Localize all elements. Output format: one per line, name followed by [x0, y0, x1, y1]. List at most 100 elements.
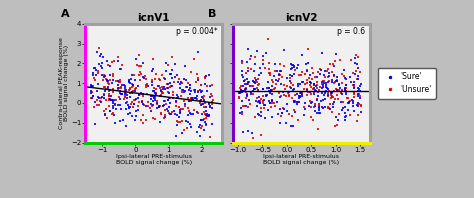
Point	[201, 75, 209, 79]
Point	[307, 92, 315, 95]
Point	[311, 103, 319, 106]
Point	[202, 113, 210, 116]
Point	[286, 73, 294, 76]
Point	[257, 115, 265, 118]
Point	[170, 81, 178, 84]
Point	[242, 71, 249, 74]
Point	[188, 99, 195, 102]
Point	[91, 122, 99, 125]
Point	[335, 82, 343, 86]
Point	[100, 96, 108, 99]
Point	[196, 99, 204, 103]
Point	[264, 87, 271, 90]
Point	[116, 103, 124, 106]
Point	[134, 109, 142, 112]
Point	[168, 110, 176, 113]
Point	[268, 99, 276, 103]
Point	[93, 104, 100, 107]
Point	[324, 75, 332, 78]
Point	[355, 92, 363, 95]
Point	[288, 63, 296, 66]
Point	[99, 79, 107, 82]
Point	[283, 102, 291, 105]
Legend: 'Sure', 'Unsure': 'Sure', 'Unsure'	[378, 68, 436, 99]
Point	[239, 89, 247, 92]
Point	[184, 96, 192, 99]
Point	[318, 92, 326, 95]
Point	[254, 77, 262, 80]
Point	[285, 95, 292, 98]
Point	[91, 67, 98, 70]
Point	[201, 102, 209, 105]
Point	[257, 110, 264, 114]
Point	[317, 72, 324, 75]
Point	[301, 82, 309, 85]
Point	[251, 87, 258, 90]
Point	[344, 96, 351, 99]
Point	[345, 109, 352, 112]
Point	[253, 96, 261, 99]
Point	[311, 105, 319, 108]
Point	[260, 107, 267, 110]
Point	[134, 96, 142, 100]
Point	[315, 89, 323, 92]
Point	[135, 93, 143, 97]
Point	[139, 62, 147, 65]
Point	[206, 84, 213, 87]
Text: p = 0.6: p = 0.6	[337, 27, 365, 36]
Point	[87, 83, 95, 86]
Point	[199, 96, 207, 99]
Point	[141, 77, 148, 80]
Point	[289, 74, 296, 77]
Point	[283, 85, 291, 88]
Point	[310, 82, 318, 85]
Point	[183, 85, 191, 88]
Point	[178, 131, 186, 135]
Point	[164, 98, 172, 101]
Point	[137, 93, 145, 96]
Point	[340, 69, 348, 72]
Point	[301, 102, 309, 105]
Point	[177, 111, 184, 114]
Point	[323, 70, 331, 73]
Point	[342, 78, 349, 81]
Point	[353, 104, 361, 107]
Point	[292, 101, 299, 104]
Point	[314, 128, 321, 131]
Point	[256, 101, 264, 104]
Point	[137, 91, 145, 95]
Point	[288, 67, 295, 70]
Point	[311, 89, 319, 92]
Point	[105, 90, 112, 93]
Point	[111, 103, 118, 106]
Point	[131, 99, 139, 102]
Point	[182, 64, 189, 67]
Point	[202, 106, 210, 109]
Point	[122, 94, 129, 97]
Point	[153, 106, 161, 109]
Point	[345, 101, 353, 105]
Point	[122, 86, 129, 89]
Point	[182, 119, 190, 122]
Point	[187, 96, 195, 99]
Point	[309, 71, 317, 74]
Point	[168, 85, 175, 88]
Point	[238, 100, 246, 103]
Point	[250, 80, 257, 83]
Point	[108, 95, 115, 98]
Point	[187, 125, 195, 129]
Point	[267, 88, 274, 91]
Point	[162, 102, 169, 105]
Point	[257, 67, 264, 70]
Point	[251, 63, 258, 66]
Point	[349, 71, 357, 75]
Point	[197, 119, 204, 122]
Point	[297, 73, 305, 76]
Point	[198, 102, 206, 105]
Point	[162, 69, 170, 73]
Point	[271, 75, 278, 78]
Point	[159, 91, 167, 94]
Point	[160, 100, 168, 103]
Point	[290, 99, 298, 102]
Point	[315, 105, 322, 108]
